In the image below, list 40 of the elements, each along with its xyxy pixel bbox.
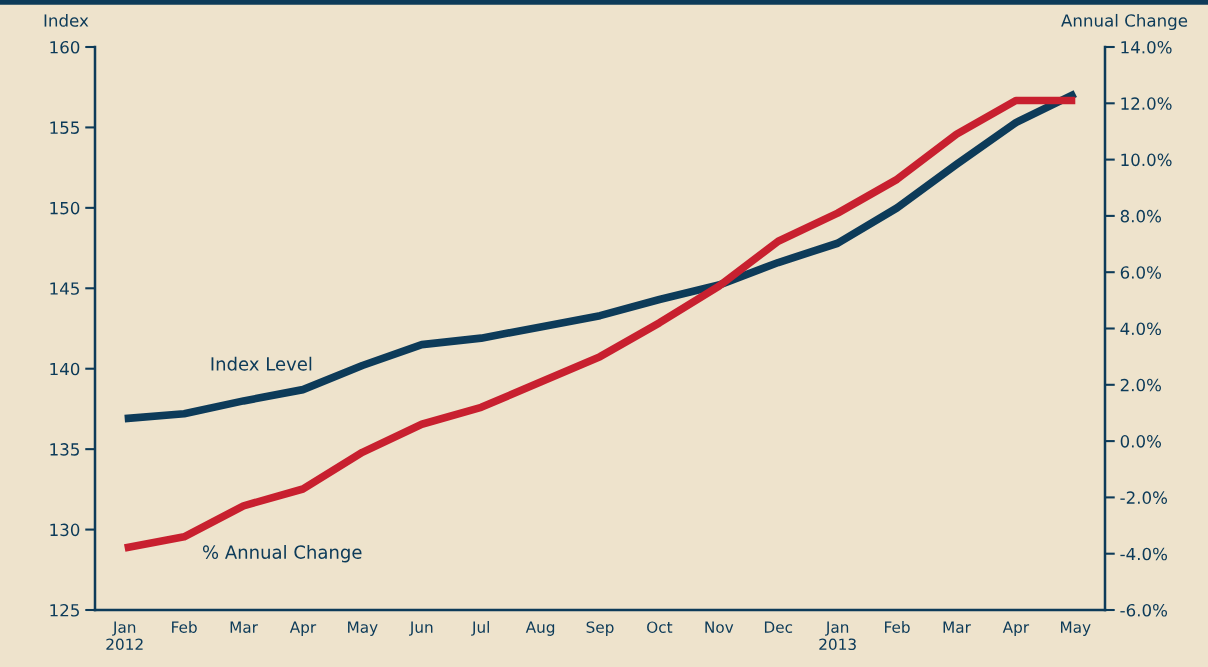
y2-tick-label: -4.0% <box>1120 547 1168 561</box>
x-tick-label: Jan 2012 <box>106 621 143 651</box>
y2-tick-label: 4.0% <box>1120 322 1162 336</box>
x-tick-label: Feb <box>172 621 197 633</box>
x-tick-label: Mar <box>230 621 258 633</box>
x-tick-label: Jul <box>471 621 489 636</box>
y2-tick-label: -2.0% <box>1120 491 1168 504</box>
x-tick-label: Aug <box>525 621 555 636</box>
y-axis-title: Index <box>44 13 89 27</box>
y-tick-label: 140 <box>50 362 80 376</box>
y2-tick-label: 6.0% <box>1120 266 1162 279</box>
x-tick-label: Mar <box>943 621 971 633</box>
series-label: % Annual Change <box>202 544 362 563</box>
y2-tick-label: 2.0% <box>1120 378 1162 392</box>
y2-tick-label: 8.0% <box>1120 209 1162 223</box>
y-tick-label: 135 <box>50 443 79 456</box>
y2-tick-label: 12.0% <box>1121 97 1172 110</box>
y-tick-label: 125 <box>50 603 79 617</box>
x-tick-label: Jun <box>409 621 433 636</box>
y-tick-label: 160 <box>50 40 80 54</box>
x-tick-label: Apr <box>1002 621 1030 636</box>
x-tick-label: May <box>1061 621 1091 636</box>
y-tick-label: 130 <box>50 523 80 537</box>
x-tick-label: May <box>348 621 378 636</box>
y-tick-label: 145 <box>50 282 79 295</box>
y2-tick-label: 14.0% <box>1121 40 1172 54</box>
x-tick-label: Jan 2013 <box>819 621 856 651</box>
y2-axis-title: Annual Change <box>1061 13 1188 31</box>
x-tick-label: Nov <box>705 621 734 633</box>
y2-tick-label: 0.0% <box>1120 435 1162 448</box>
y2-tick-label: 10.0% <box>1121 153 1172 167</box>
x-tick-label: Feb <box>885 621 910 633</box>
x-tick-label: Sep <box>586 621 614 636</box>
y2-tick-label: -6.0% <box>1120 603 1168 617</box>
x-tick-label: Apr <box>289 621 317 636</box>
x-tick-label: Dec <box>764 621 793 633</box>
x-tick-label: Oct <box>647 621 673 633</box>
y-tick-label: 150 <box>50 201 80 215</box>
series-label: Index Level <box>211 356 312 371</box>
y-tick-label: 155 <box>50 121 79 134</box>
